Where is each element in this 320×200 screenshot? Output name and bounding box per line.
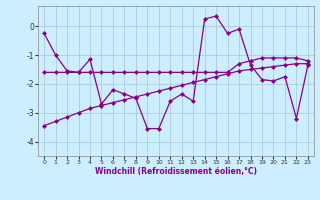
X-axis label: Windchill (Refroidissement éolien,°C): Windchill (Refroidissement éolien,°C) [95, 167, 257, 176]
